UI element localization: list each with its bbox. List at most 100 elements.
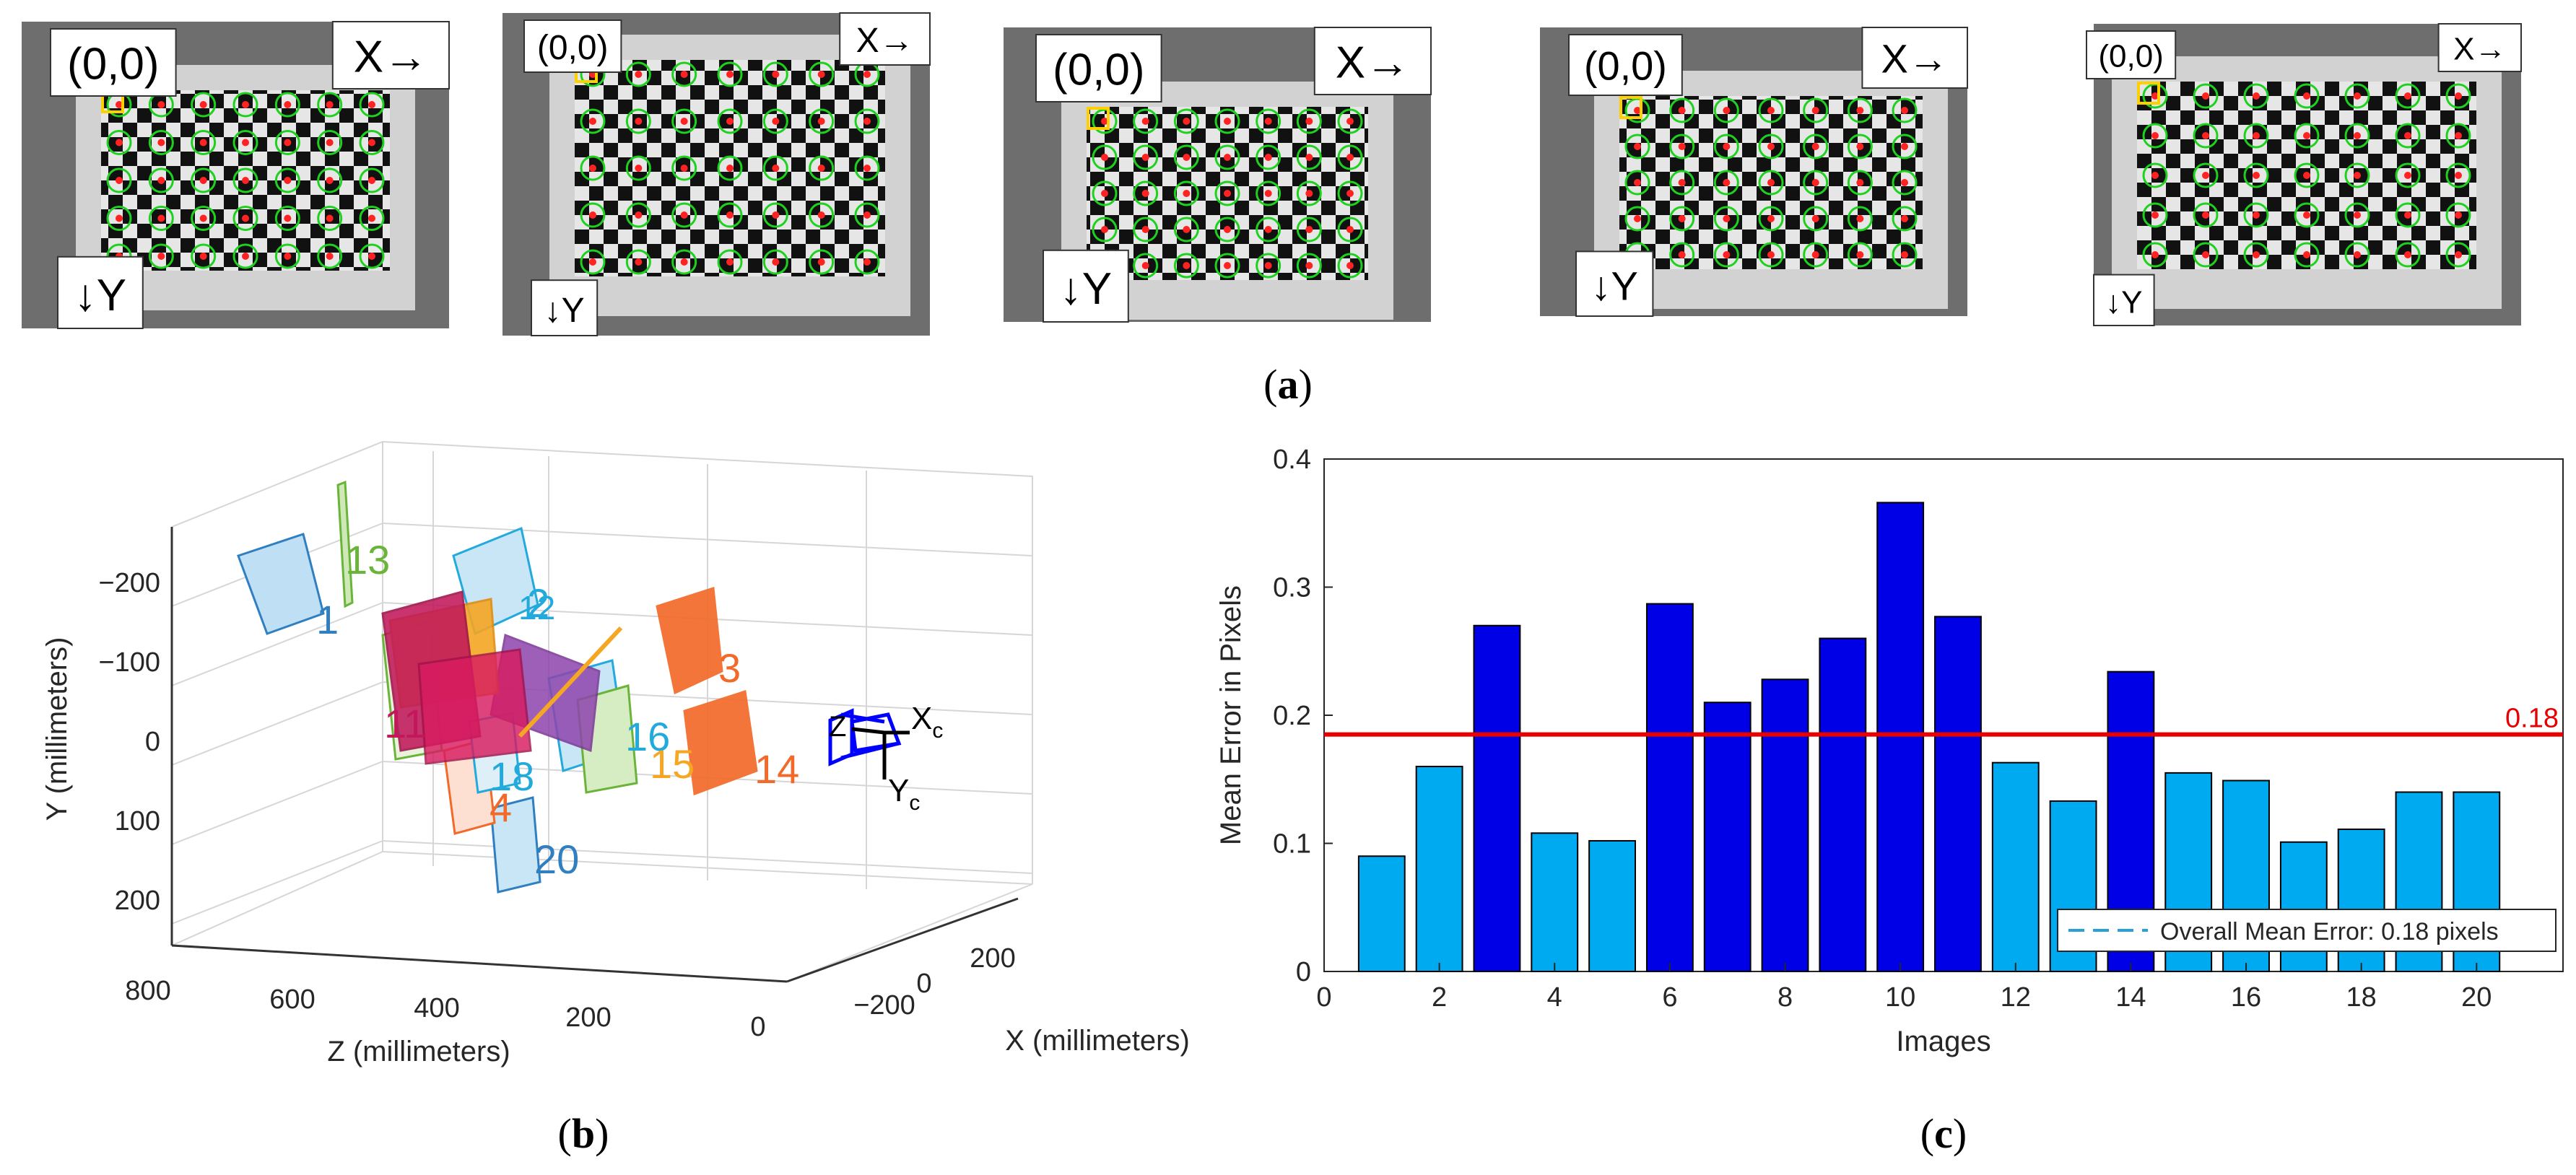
detected-corner [1256, 253, 1282, 279]
corner-point [2455, 251, 2462, 258]
corner-point [284, 253, 292, 260]
detected-corner [2344, 123, 2370, 149]
detected-corner [2243, 83, 2269, 109]
corner-point [635, 211, 643, 219]
caption-b-open: ( [558, 1110, 572, 1157]
detected-corner [625, 202, 651, 228]
bar-image-6 [1645, 603, 1694, 972]
corner-point [772, 165, 780, 172]
detected-corner [1758, 242, 1784, 268]
corner-point [2151, 211, 2159, 219]
detected-corner [1133, 253, 1159, 279]
detected-corner [580, 155, 606, 181]
corner-point [368, 101, 375, 108]
corner-point [1767, 143, 1775, 150]
corner-point [2354, 92, 2361, 100]
corner-point [368, 253, 375, 260]
board-label: 20 [534, 837, 579, 882]
detected-corner [359, 92, 385, 118]
corner-point [2151, 172, 2159, 179]
corner-point [2404, 92, 2411, 100]
detected-corner [625, 155, 651, 181]
x-direction-label: X→ [1336, 38, 1410, 87]
corner-point [284, 101, 292, 108]
corner-point [1856, 143, 1864, 150]
bar-image-3 [1473, 624, 1521, 972]
detected-corner [671, 108, 697, 134]
detected-corner [317, 167, 343, 193]
corner-point [116, 177, 123, 184]
z-tick-label: 0 [750, 1012, 765, 1042]
corner-point [1678, 251, 1686, 258]
chart-x-ticks: 0 2 4 6 8 10 12 14 16 18 20 [1316, 963, 2492, 1013]
corner-point [1141, 262, 1149, 269]
y-direction-label: ↓Y [1060, 264, 1112, 314]
corner-point [157, 253, 165, 260]
detected-corner [1847, 97, 1873, 123]
y-direction-box [2093, 274, 2155, 327]
corner-point [2354, 211, 2361, 219]
corner-point [817, 118, 825, 125]
x-direction-label: X→ [1881, 36, 1949, 82]
corner-point [1856, 107, 1864, 114]
corner-point [772, 71, 780, 78]
detected-corner [191, 243, 217, 269]
x-tick-label: 2 [1432, 982, 1447, 1013]
origin-label: (0,0) [67, 39, 159, 89]
origin-label-box [1568, 34, 1683, 96]
detected-corner [274, 130, 300, 155]
origin-label-box [2086, 30, 2177, 79]
bar-image-8 [1761, 678, 1809, 972]
board-label: 3 [718, 645, 741, 691]
detected-corner [1892, 242, 1918, 268]
detected-corner [274, 92, 300, 118]
y-axis-label: Y (millimeters) [41, 637, 73, 821]
corner-point [1183, 226, 1191, 233]
board-magenta-2 [417, 648, 532, 765]
corner-point [1723, 143, 1731, 150]
corner-point [1856, 251, 1864, 258]
detected-corner [854, 108, 880, 134]
corner-point [1346, 262, 1354, 269]
corner-point [2303, 251, 2310, 258]
x-tick-label: 4 [1547, 982, 1562, 1013]
detected-corner [1256, 144, 1282, 170]
detected-corner [1337, 217, 1363, 243]
corner-point [1101, 118, 1108, 125]
calibration-image-5: (0,0) X→ ↓Y [2086, 23, 2523, 327]
detected-corner [1133, 144, 1159, 170]
corner-point [772, 118, 780, 125]
corner-point [1767, 107, 1775, 114]
corner-point [284, 177, 292, 184]
corner-point [635, 258, 643, 266]
detected-corner [2193, 123, 2219, 149]
origin-label-box [1035, 34, 1162, 102]
detected-corner [2193, 202, 2219, 228]
corner-point [1305, 262, 1313, 269]
corner-point [1305, 118, 1313, 125]
detected-corner [191, 167, 217, 193]
camera-x-letter: X [911, 701, 932, 736]
detected-corner [1847, 242, 1873, 268]
detected-corner [1669, 170, 1695, 196]
origin-label: (0,0) [1053, 45, 1144, 95]
corner-point [2253, 172, 2260, 179]
corner-point [1723, 179, 1731, 186]
detected-corner [2344, 242, 2370, 268]
detected-corner [2193, 162, 2219, 188]
detected-corner [854, 202, 880, 228]
detected-corner [717, 61, 743, 87]
x-direction-box [331, 21, 450, 89]
corner-point [157, 177, 165, 184]
corner-point [242, 101, 249, 108]
detected-corner [274, 243, 300, 269]
detected-corner [2445, 83, 2471, 109]
detected-corner [274, 206, 300, 231]
x-tick-label: 14 [2115, 982, 2146, 1013]
board-label: 18 [489, 754, 534, 799]
camera-y-label: Yc [888, 773, 920, 815]
corner-point [1723, 251, 1731, 258]
corner-point [1346, 190, 1354, 197]
detected-corner [762, 108, 788, 134]
detected-corner [232, 167, 258, 193]
